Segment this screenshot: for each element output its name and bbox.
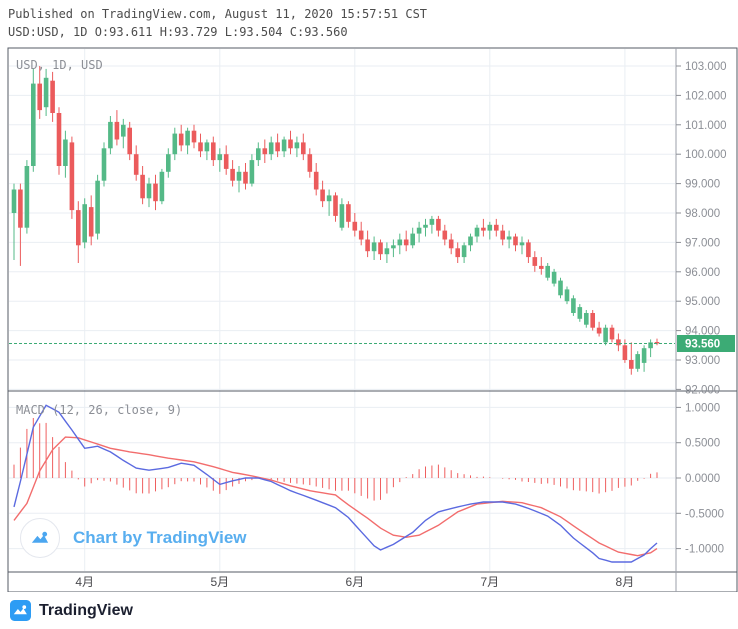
chart-legend: USD, 1D, USD: [16, 58, 103, 72]
svg-text:92.000: 92.000: [685, 384, 720, 396]
price-chart-svg[interactable]: 103.000 102.000 101.000 100.000 99.000 98.000…: [0, 46, 738, 592]
svg-text:1.0000: 1.0000: [685, 402, 720, 414]
svg-text:103.000: 103.000: [685, 61, 727, 73]
svg-text:95.000: 95.000: [685, 296, 720, 308]
svg-text:6月: 6月: [345, 575, 364, 589]
footer-bar: TradingView: [0, 592, 738, 629]
footer-brand-label[interactable]: TradingView: [39, 601, 133, 619]
svg-text:99.000: 99.000: [685, 179, 720, 191]
svg-text:7月: 7月: [480, 575, 499, 589]
published-line: Published on TradingView.com, August 11,…: [8, 7, 428, 21]
chart-area: 103.000 102.000 101.000 100.000 99.000 98.000…: [0, 46, 738, 592]
svg-text:98.000: 98.000: [685, 208, 720, 220]
tradingview-footer-logo-icon[interactable]: [10, 600, 31, 621]
svg-text:96.000: 96.000: [685, 267, 720, 279]
candles: [11, 66, 660, 375]
svg-text:-1.0000: -1.0000: [685, 544, 724, 556]
svg-text:100.000: 100.000: [685, 149, 727, 161]
svg-text:0.5000: 0.5000: [685, 438, 720, 450]
svg-text:93.000: 93.000: [685, 355, 720, 367]
watermark-label: Chart by TradingView: [73, 528, 247, 547]
svg-text:94.000: 94.000: [685, 326, 720, 338]
svg-text:93.560: 93.560: [685, 339, 720, 351]
macd-indicator-label: MACD (12, 26, close, 9): [16, 403, 183, 417]
macd-histogram: [13, 418, 658, 501]
symbol-ohlc-line: USD:USD, 1D O:93.611 H:93.729 L:93.504 C…: [8, 25, 348, 39]
svg-text:5月: 5月: [210, 575, 229, 589]
current-price-label: 93.560: [677, 335, 735, 352]
macd-signal-line: [13, 436, 658, 557]
publish-header: Published on TradingView.com, August 11,…: [0, 0, 738, 46]
macd-line: [13, 404, 658, 563]
svg-text:97.000: 97.000: [685, 237, 720, 249]
svg-text:4月: 4月: [75, 575, 94, 589]
svg-text:8月: 8月: [616, 575, 635, 589]
svg-text:101.000: 101.000: [685, 120, 727, 132]
tradingview-logo-icon: [20, 518, 60, 558]
tradingview-watermark[interactable]: Chart by TradingView: [20, 518, 247, 558]
svg-text:-0.5000: -0.5000: [685, 508, 724, 520]
svg-text:0.0000: 0.0000: [685, 473, 720, 485]
svg-text:102.000: 102.000: [685, 90, 727, 102]
